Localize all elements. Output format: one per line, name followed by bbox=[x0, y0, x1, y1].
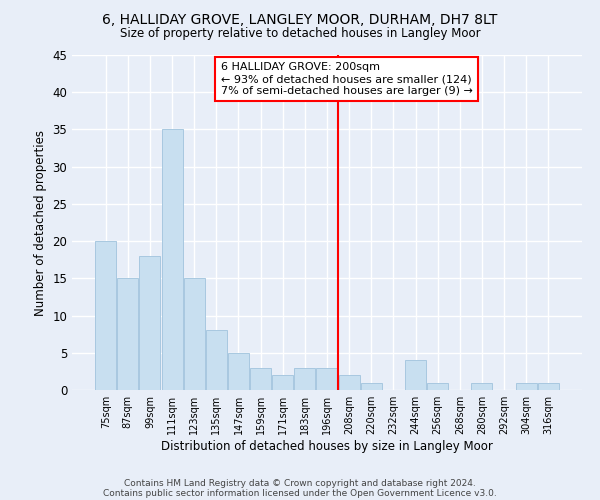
Bar bbox=[206, 330, 227, 390]
Text: Size of property relative to detached houses in Langley Moor: Size of property relative to detached ho… bbox=[119, 28, 481, 40]
Y-axis label: Number of detached properties: Number of detached properties bbox=[34, 130, 47, 316]
Text: 6 HALLIDAY GROVE: 200sqm
← 93% of detached houses are smaller (124)
7% of semi-d: 6 HALLIDAY GROVE: 200sqm ← 93% of detach… bbox=[221, 62, 473, 96]
Bar bbox=[95, 241, 116, 390]
Text: Contains public sector information licensed under the Open Government Licence v3: Contains public sector information licen… bbox=[103, 488, 497, 498]
Bar bbox=[139, 256, 160, 390]
Bar bbox=[405, 360, 426, 390]
Bar bbox=[472, 382, 493, 390]
Bar bbox=[184, 278, 205, 390]
Bar bbox=[538, 382, 559, 390]
Bar bbox=[338, 375, 359, 390]
Bar bbox=[161, 130, 182, 390]
X-axis label: Distribution of detached houses by size in Langley Moor: Distribution of detached houses by size … bbox=[161, 440, 493, 453]
Bar bbox=[427, 382, 448, 390]
Bar bbox=[316, 368, 338, 390]
Text: 6, HALLIDAY GROVE, LANGLEY MOOR, DURHAM, DH7 8LT: 6, HALLIDAY GROVE, LANGLEY MOOR, DURHAM,… bbox=[103, 12, 497, 26]
Bar bbox=[250, 368, 271, 390]
Bar bbox=[515, 382, 536, 390]
Bar bbox=[361, 382, 382, 390]
Bar bbox=[295, 368, 316, 390]
Bar bbox=[228, 353, 249, 390]
Text: Contains HM Land Registry data © Crown copyright and database right 2024.: Contains HM Land Registry data © Crown c… bbox=[124, 478, 476, 488]
Bar bbox=[272, 375, 293, 390]
Bar bbox=[118, 278, 139, 390]
